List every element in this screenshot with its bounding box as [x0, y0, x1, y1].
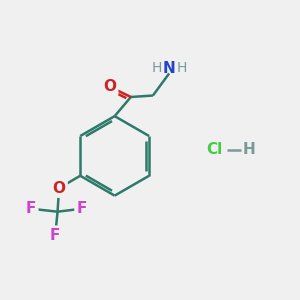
- Text: F: F: [26, 201, 36, 216]
- Text: F: F: [76, 201, 87, 216]
- Text: H: H: [242, 142, 255, 158]
- Text: Cl: Cl: [207, 142, 223, 158]
- Text: N: N: [163, 61, 175, 76]
- Text: O: O: [52, 181, 65, 196]
- Text: O: O: [103, 79, 116, 94]
- Text: H: H: [152, 61, 162, 75]
- Text: F: F: [50, 228, 60, 243]
- Text: H: H: [176, 61, 187, 75]
